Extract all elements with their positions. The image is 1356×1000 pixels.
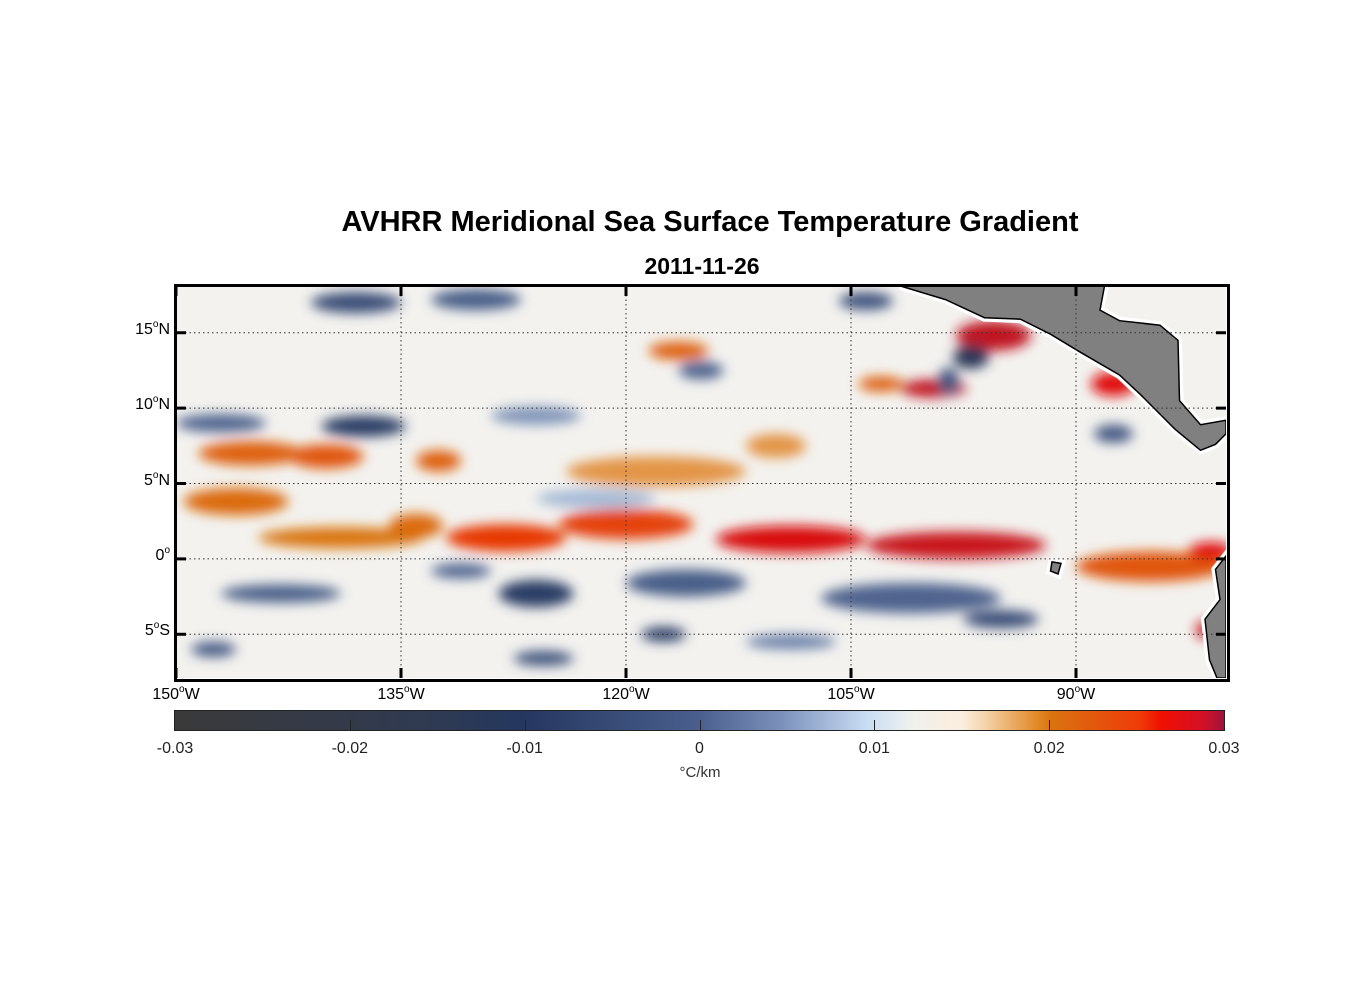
y-tick-label: 5oS — [144, 620, 170, 640]
colorbar-tick — [699, 720, 701, 730]
warm-front-patch — [389, 513, 443, 538]
cold-front-patch — [678, 361, 724, 380]
tick-number: 120 — [602, 686, 630, 703]
colorbar-tick-label: 0.02 — [1033, 740, 1065, 757]
cold-front-patch — [938, 367, 959, 395]
degree-symbol: o — [152, 318, 159, 330]
hemisphere: W — [859, 686, 875, 703]
land-polygon — [900, 286, 1226, 452]
chart-title: AVHRR Meridional Sea Surface Temperature… — [341, 206, 1079, 238]
cold-front-patch — [821, 583, 1001, 614]
degree-symbol: o — [629, 684, 635, 695]
hemisphere: N — [158, 320, 170, 338]
cold-front-patch — [221, 584, 341, 603]
cold-front-patch — [491, 406, 581, 425]
warm-front-patch — [416, 450, 461, 472]
warm-front-patch — [258, 527, 424, 549]
sst-gradient-map — [176, 286, 1226, 678]
y-tick-label: 15oN — [135, 318, 170, 339]
tick-number: 0 — [155, 546, 165, 564]
warm-front-patch — [956, 320, 1031, 351]
cold-front-patch — [839, 292, 893, 311]
tick-number: 135 — [377, 686, 405, 703]
cold-front-patch — [431, 289, 521, 311]
colorbar-tick-label: 0 — [695, 740, 704, 757]
warm-front-patch — [288, 444, 364, 469]
hemisphere: S — [159, 622, 170, 640]
colorbar-tick-label: -0.01 — [506, 740, 543, 757]
x-tick-label: 135oW — [377, 684, 425, 704]
cold-front-patch — [963, 610, 1039, 629]
cold-front-patch — [513, 650, 574, 666]
tick-number: 10 — [135, 396, 153, 414]
y-tick-label: 5oN — [143, 469, 170, 490]
hemisphere: W — [1080, 686, 1096, 703]
tick-number: 150 — [152, 686, 180, 703]
tick-number: 15 — [135, 320, 153, 338]
cold-front-patch — [431, 563, 491, 579]
land-masses — [899, 286, 1226, 678]
graticule — [176, 286, 1226, 678]
colorbar-tick — [349, 720, 351, 730]
cold-front-patch — [536, 489, 656, 508]
tick-number: 90 — [1056, 686, 1075, 703]
cold-front-patch — [498, 580, 574, 608]
degree-symbol: o — [152, 394, 159, 406]
tick-number: 5 — [143, 471, 153, 489]
cold-front-patch — [321, 415, 406, 437]
warm-front-patch — [183, 488, 289, 516]
cold-front-patch — [953, 344, 989, 369]
y-tick-label: 10oN — [135, 394, 170, 414]
x-tick-label: 150oW — [152, 684, 200, 704]
x-tick-label: 120oW — [602, 684, 650, 704]
y-tick-label: 0o — [155, 544, 170, 565]
hemisphere: N — [158, 396, 170, 414]
chart-subtitle: 2011-11-26 — [644, 253, 760, 279]
hemisphere: W — [184, 686, 200, 703]
cold-front-patch — [191, 641, 236, 657]
colorbar-tick — [524, 720, 526, 730]
cold-front-patch — [626, 569, 746, 597]
colorbar-units-label: °C/km — [679, 764, 721, 781]
degree-symbol: o — [153, 620, 160, 632]
x-tick-label: 90oW — [1056, 684, 1096, 704]
warm-front-patch — [566, 456, 746, 487]
warm-front-patch — [746, 433, 806, 458]
warm-front-patch — [558, 509, 694, 540]
land-polygon — [1049, 561, 1062, 576]
colorbar-tick — [1049, 720, 1051, 730]
degree-symbol: o — [1074, 684, 1081, 695]
tick-number: 5 — [144, 622, 154, 640]
x-tick-label: 105oW — [827, 684, 875, 704]
warm-front-patch — [858, 376, 904, 392]
warm-front-patch — [198, 441, 304, 466]
cold-front-patch — [176, 414, 266, 433]
degree-symbol: o — [404, 684, 410, 695]
hemisphere: N — [158, 471, 170, 489]
warm-front-patch — [866, 531, 1046, 559]
warm-front-patch — [1188, 542, 1226, 561]
colorbar-tick-label: -0.03 — [156, 740, 194, 757]
cold-front-patch — [311, 292, 401, 314]
colorbar-tick-label: 0.01 — [858, 740, 890, 757]
degree-symbol: o — [152, 469, 159, 481]
gradient-field — [176, 289, 1226, 666]
degree-symbol: o — [164, 544, 170, 556]
colorbar-tick-label: -0.02 — [331, 740, 369, 757]
cold-front-patch — [746, 634, 836, 650]
warm-front-patch — [648, 341, 709, 360]
colorbar-tick-label: 0.03 — [1208, 740, 1240, 757]
warm-front-patch — [716, 525, 866, 553]
degree-symbol: o — [854, 684, 860, 695]
cold-front-patch — [1094, 424, 1133, 443]
hemisphere: W — [634, 686, 650, 703]
hemisphere: W — [409, 686, 425, 703]
tick-number: 105 — [827, 686, 855, 703]
colorbar-tick — [874, 720, 876, 730]
warm-front-patch — [446, 524, 566, 552]
degree-symbol: o — [179, 684, 185, 695]
land-polygon — [1204, 554, 1226, 678]
